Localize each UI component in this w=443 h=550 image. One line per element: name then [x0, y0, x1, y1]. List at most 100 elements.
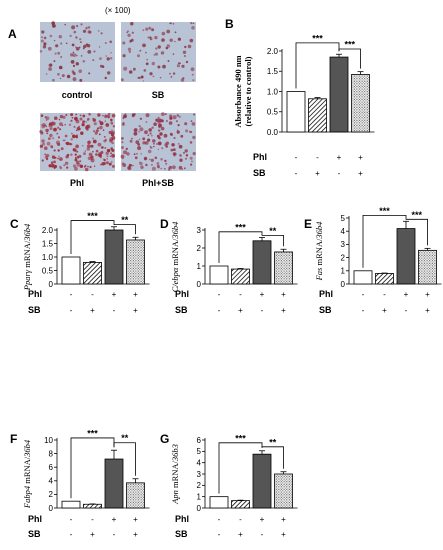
treatment-label-sb: SB [28, 305, 41, 315]
lipid-droplet [99, 125, 103, 130]
significance-label: *** [344, 39, 355, 49]
lipid-droplet [139, 127, 144, 132]
lipid-droplet [78, 127, 81, 131]
lipid-droplet [149, 37, 153, 41]
y-tick-label: 1.0 [42, 253, 54, 262]
lipid-droplet [75, 144, 79, 149]
significance-label: *** [87, 428, 98, 438]
lipid-droplet [169, 114, 173, 118]
lipid-droplet [57, 157, 59, 160]
y-tick-label: 10 [44, 436, 53, 445]
lipid-droplet [153, 54, 155, 56]
lipid-droplet [157, 65, 161, 69]
lipid-droplet [82, 29, 87, 33]
lipid-droplet [111, 113, 116, 118]
lipid-droplet [66, 74, 71, 79]
lipid-droplet [69, 34, 72, 38]
lipid-droplet [72, 51, 75, 54]
y-tick-label: 4 [49, 477, 54, 486]
lipid-droplet [98, 133, 101, 136]
significance-label: ** [121, 215, 129, 225]
lipid-droplet [173, 136, 176, 140]
lipid-droplet [104, 76, 107, 80]
lipid-droplet [145, 121, 148, 123]
lipid-droplet [125, 147, 128, 150]
lipid-droplet [44, 155, 49, 159]
significance-label: *** [235, 222, 246, 232]
lipid-droplet [139, 117, 143, 121]
lipid-droplet [157, 141, 162, 146]
treatment-sign: - [261, 306, 264, 315]
lipid-droplet [53, 149, 56, 152]
lipid-droplet [40, 114, 44, 117]
lipid-droplet [151, 61, 155, 66]
lipid-droplet [190, 163, 193, 166]
lipid-droplet [53, 127, 57, 132]
lipid-droplet [80, 23, 83, 26]
gene-name: Fabp4 [22, 485, 32, 509]
lipid-droplet [159, 76, 162, 79]
lipid-droplet [189, 141, 193, 144]
y-tick-label: 1.5 [42, 239, 54, 248]
lipid-droplet [177, 37, 181, 41]
y-axis-label: Pparγ mRNA/36b4 [22, 223, 32, 291]
bar [308, 98, 327, 133]
lipid-droplet [82, 60, 86, 63]
lipid-droplet [104, 120, 107, 122]
lipid-droplet [80, 41, 82, 44]
lipid-droplet [79, 160, 82, 163]
micrograph-sb [120, 22, 196, 82]
lipid-droplet [87, 50, 92, 54]
treatment-sign: - [70, 290, 73, 299]
significance-bracket [362, 214, 407, 268]
lipid-droplet [93, 165, 96, 167]
treatment-sign: - [91, 515, 94, 524]
treatment-sign: + [281, 530, 286, 539]
lipid-droplet [151, 126, 154, 129]
lipid-droplet [60, 56, 63, 58]
lipid-droplet [123, 150, 128, 155]
treatment-sign: + [260, 515, 265, 524]
gene-name: C/ebpα [170, 267, 180, 292]
treatment-sign: - [218, 290, 221, 299]
lipid-droplet [142, 80, 145, 82]
y-tick-label: 1 [197, 262, 202, 271]
lipid-droplet [172, 53, 175, 55]
lipid-droplet [184, 149, 188, 153]
y-label-mid: mRNA/ [170, 460, 180, 490]
lipid-droplet [54, 156, 57, 159]
lipid-droplet [161, 31, 166, 36]
y-tick-label: 5 [197, 447, 202, 456]
lipid-droplet [84, 150, 87, 152]
bar [274, 473, 293, 509]
lipid-droplet [40, 39, 44, 43]
panel-label: F [10, 432, 17, 446]
micrograph-background [40, 22, 115, 82]
lipid-droplet [191, 26, 195, 30]
lipid-droplet [148, 128, 152, 132]
lipid-droplet [88, 112, 91, 116]
lipid-droplet [64, 134, 68, 138]
bar [252, 453, 272, 509]
lipid-droplet [157, 148, 160, 151]
lipid-droplet [90, 144, 94, 148]
micrograph-caption: control [62, 90, 93, 100]
lipid-droplet [156, 143, 158, 145]
lipid-droplet [140, 165, 144, 169]
lipid-droplet [161, 119, 164, 122]
lipid-droplet [83, 165, 86, 168]
lipid-droplet [138, 138, 141, 141]
lipid-droplet [95, 153, 98, 156]
lipid-droplet [105, 55, 108, 57]
lipid-droplet [70, 138, 73, 141]
lipid-droplet [58, 155, 60, 158]
lipid-droplet [151, 134, 153, 137]
treatment-sign: + [358, 153, 363, 162]
lipid-droplet [93, 50, 96, 53]
lipid-droplet [132, 164, 134, 167]
lipid-droplet [146, 58, 148, 61]
lipid-droplet [110, 152, 112, 155]
significance-bracket [113, 223, 136, 235]
lipid-droplet [65, 114, 68, 116]
lipid-droplet [51, 146, 54, 149]
